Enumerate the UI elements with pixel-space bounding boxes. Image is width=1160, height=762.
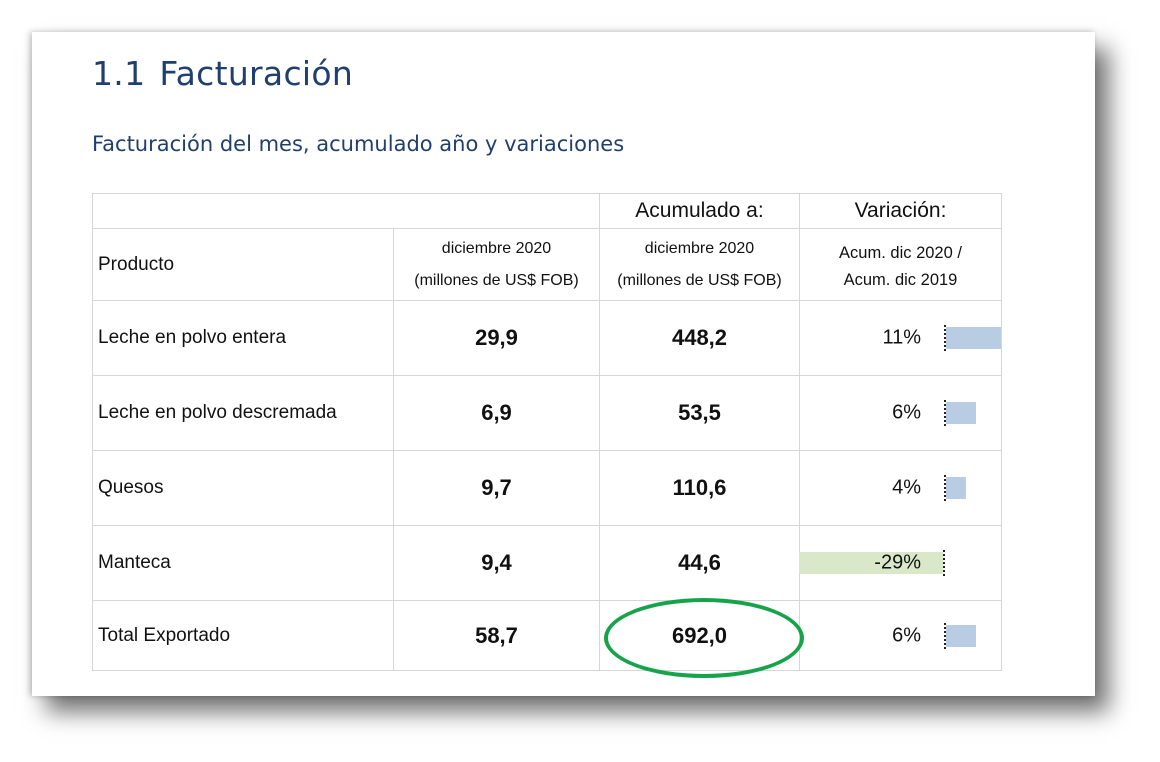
accumulated-value-cell: 110,6 (599, 450, 800, 526)
variation-header-line1: Acum. dic 2020 / (839, 243, 962, 262)
month-value-cell: 29,9 (393, 300, 600, 376)
total-variation-cell: 6% (799, 600, 1002, 671)
section-title-text: Facturación (159, 54, 354, 93)
variation-header-line2: Acum. dic 2019 (843, 270, 958, 289)
variation-cell: 4% (799, 450, 1002, 526)
accumulated-header-line2: (millones de US$ FOB) (617, 271, 782, 289)
variation-bar-negative (799, 552, 943, 574)
document-page: 1.1 Facturación Facturación del mes, acum… (32, 32, 1095, 696)
product-cell: Manteca (92, 525, 394, 601)
variation-percent: 4% (892, 476, 921, 499)
table-row: Quesos 9,7 110,6 4% (92, 450, 1002, 526)
bar-axis (943, 550, 945, 576)
variation-cell: 6% (799, 375, 1002, 451)
product-cell: Quesos (92, 450, 394, 526)
table-header-row: Producto diciembre 2020 (millones de US$… (92, 228, 1002, 301)
accumulated-value-cell: 53,5 (599, 375, 800, 451)
billing-table: Acumulado a: Variación: Producto diciemb… (92, 193, 1002, 671)
month-value-cell: 6,9 (393, 375, 600, 451)
bar-axis (944, 325, 946, 351)
variation-percent: 6% (892, 624, 921, 646)
month-value-cell: 9,7 (393, 450, 600, 526)
table-row: Manteca 9,4 44,6 -29% (92, 525, 1002, 601)
variation-cell: -29% (799, 525, 1002, 601)
variation-cell: 11% (799, 300, 1002, 376)
variation-percent: 11% (882, 326, 921, 349)
empty-header-cell (92, 193, 600, 229)
total-label-cell: Total Exportado (92, 600, 394, 671)
variation-bar-positive (946, 624, 976, 647)
accumulated-value-cell: 44,6 (599, 525, 800, 601)
accumulated-header: diciembre 2020 (millones de US$ FOB) (599, 228, 800, 301)
accumulated-value-cell: 448,2 (599, 300, 800, 376)
product-header: Producto (92, 228, 394, 301)
table-row: Leche en polvo descremada 6,9 53,5 6% (92, 375, 1002, 451)
variation-bar-positive (946, 327, 1001, 349)
variation-percent: -29% (874, 551, 921, 574)
accumulated-header-line1: diciembre 2020 (644, 239, 755, 257)
month-header: diciembre 2020 (millones de US$ FOB) (393, 228, 600, 301)
accumulated-top-header: Acumulado a: (599, 193, 800, 229)
product-cell: Leche en polvo entera (92, 300, 394, 376)
table-subtitle: Facturación del mes, acumulado año y var… (92, 132, 625, 156)
total-row: Total Exportado 58,7 692,0 6% (92, 600, 1002, 671)
variation-top-header: Variación: (799, 193, 1002, 229)
bar-axis (944, 622, 946, 649)
variation-bar-positive (946, 477, 966, 499)
month-value-cell: 9,4 (393, 525, 600, 601)
bar-axis (944, 400, 946, 426)
variation-bar-positive (946, 402, 976, 424)
section-number: 1.1 (92, 54, 146, 93)
bar-axis (944, 475, 946, 501)
table-row: Leche en polvo entera 29,9 448,2 11% (92, 300, 1002, 376)
product-cell: Leche en polvo descremada (92, 375, 394, 451)
table-top-header-row: Acumulado a: Variación: (92, 193, 1002, 229)
month-header-line2: (millones de US$ FOB) (414, 271, 579, 289)
variation-header: Acum. dic 2020 / Acum. dic 2019 (799, 228, 1002, 301)
section-title: 1.1 Facturación (92, 54, 353, 93)
month-header-line1: diciembre 2020 (441, 239, 552, 257)
total-accumulated-cell: 692,0 (599, 600, 800, 671)
variation-percent: 6% (892, 401, 921, 424)
total-month-cell: 58,7 (393, 600, 600, 671)
